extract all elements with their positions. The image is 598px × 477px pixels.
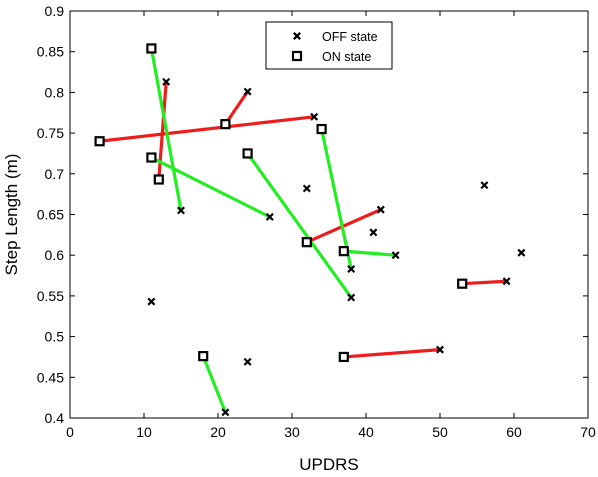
red-connection-line (306, 208, 382, 244)
on-state-point (198, 351, 209, 362)
on-state-point (153, 174, 164, 185)
green-connection-line (201, 355, 227, 413)
green-connection-line (320, 128, 353, 270)
legend-box (265, 21, 393, 70)
off-state-point (347, 265, 356, 274)
off-state-point (436, 345, 444, 354)
y-tick-label: 0.85 (37, 44, 64, 60)
x-tick-label: 60 (506, 424, 522, 440)
x-tick-label: 50 (432, 424, 448, 440)
y-tick-label: 0.8 (45, 84, 65, 100)
y-tick-label: 0.45 (37, 369, 64, 385)
red-connection-line (99, 115, 315, 143)
off-state-point (147, 297, 156, 306)
on-state-legend-marker (291, 50, 303, 62)
off-state-point (376, 205, 385, 214)
on-state-point (301, 237, 312, 248)
y-tick-label: 0.5 (45, 329, 65, 345)
off-state-point (480, 181, 489, 190)
x-tick-label: 30 (284, 424, 300, 440)
y-tick-label: 0.4 (45, 410, 65, 426)
red-connection-line (224, 90, 249, 126)
off-state-point (221, 408, 230, 417)
y-tick-label: 0.65 (37, 207, 64, 223)
y-tick-label: 0.6 (45, 247, 65, 263)
off-state-point (302, 184, 311, 193)
green-connection-line (149, 48, 183, 211)
off-state-point (347, 293, 356, 302)
off-state-point (391, 251, 400, 260)
on-state-point (316, 123, 327, 135)
off-state-point (502, 277, 511, 286)
off-state-point (243, 87, 252, 96)
legend-off-label: OFF state (322, 30, 378, 44)
red-connection-line (343, 348, 441, 359)
off-state-legend-marker (293, 32, 301, 40)
x-tick-label: 40 (358, 424, 374, 440)
off-state-point (310, 112, 319, 121)
x-axis-title: UPDRS (299, 455, 359, 474)
axis-ticks: 0 10 20 30 40 50 60 70 0.4 0.45 0.5 0.55 0.6 0.65 0.7 0… (37, 3, 596, 440)
red-connection-line (462, 279, 507, 286)
on-state-point (220, 119, 231, 130)
x-tick-label: 0 (66, 424, 74, 440)
off-state-point (265, 212, 274, 221)
y-tick-label: 0.55 (37, 288, 64, 304)
x-tick-label: 20 (210, 424, 226, 440)
off-state-point (162, 77, 171, 86)
y-axis-title: Step Length (m) (2, 154, 21, 276)
legend-on-label: ON state (322, 50, 371, 64)
y-tick-label: 0.7 (45, 166, 65, 182)
on-state-point (94, 136, 105, 147)
legend: OFF state ON state (265, 21, 393, 70)
on-state-point (146, 43, 157, 54)
off-state-point (517, 248, 526, 257)
y-tick-label: 0.75 (37, 125, 64, 141)
y-tick-label: 0.9 (45, 3, 65, 19)
green-connection-line (343, 249, 396, 257)
on-state-point (338, 246, 349, 257)
legend-on-marker-icon (291, 50, 303, 62)
green-connection-line (246, 152, 353, 299)
on-state-point (242, 148, 253, 159)
legend-off-marker-icon (293, 32, 301, 40)
green-connection-line (150, 156, 271, 219)
off-state-point (177, 206, 185, 215)
on-state-point (146, 152, 157, 163)
on-state-point (338, 351, 349, 363)
data-points (94, 43, 526, 417)
x-tick-label: 10 (136, 424, 152, 440)
on-state-point (457, 278, 468, 289)
x-tick-label: 70 (580, 424, 596, 440)
connection-lines (99, 48, 507, 413)
off-state-point (369, 228, 378, 237)
off-state-point (243, 357, 252, 366)
